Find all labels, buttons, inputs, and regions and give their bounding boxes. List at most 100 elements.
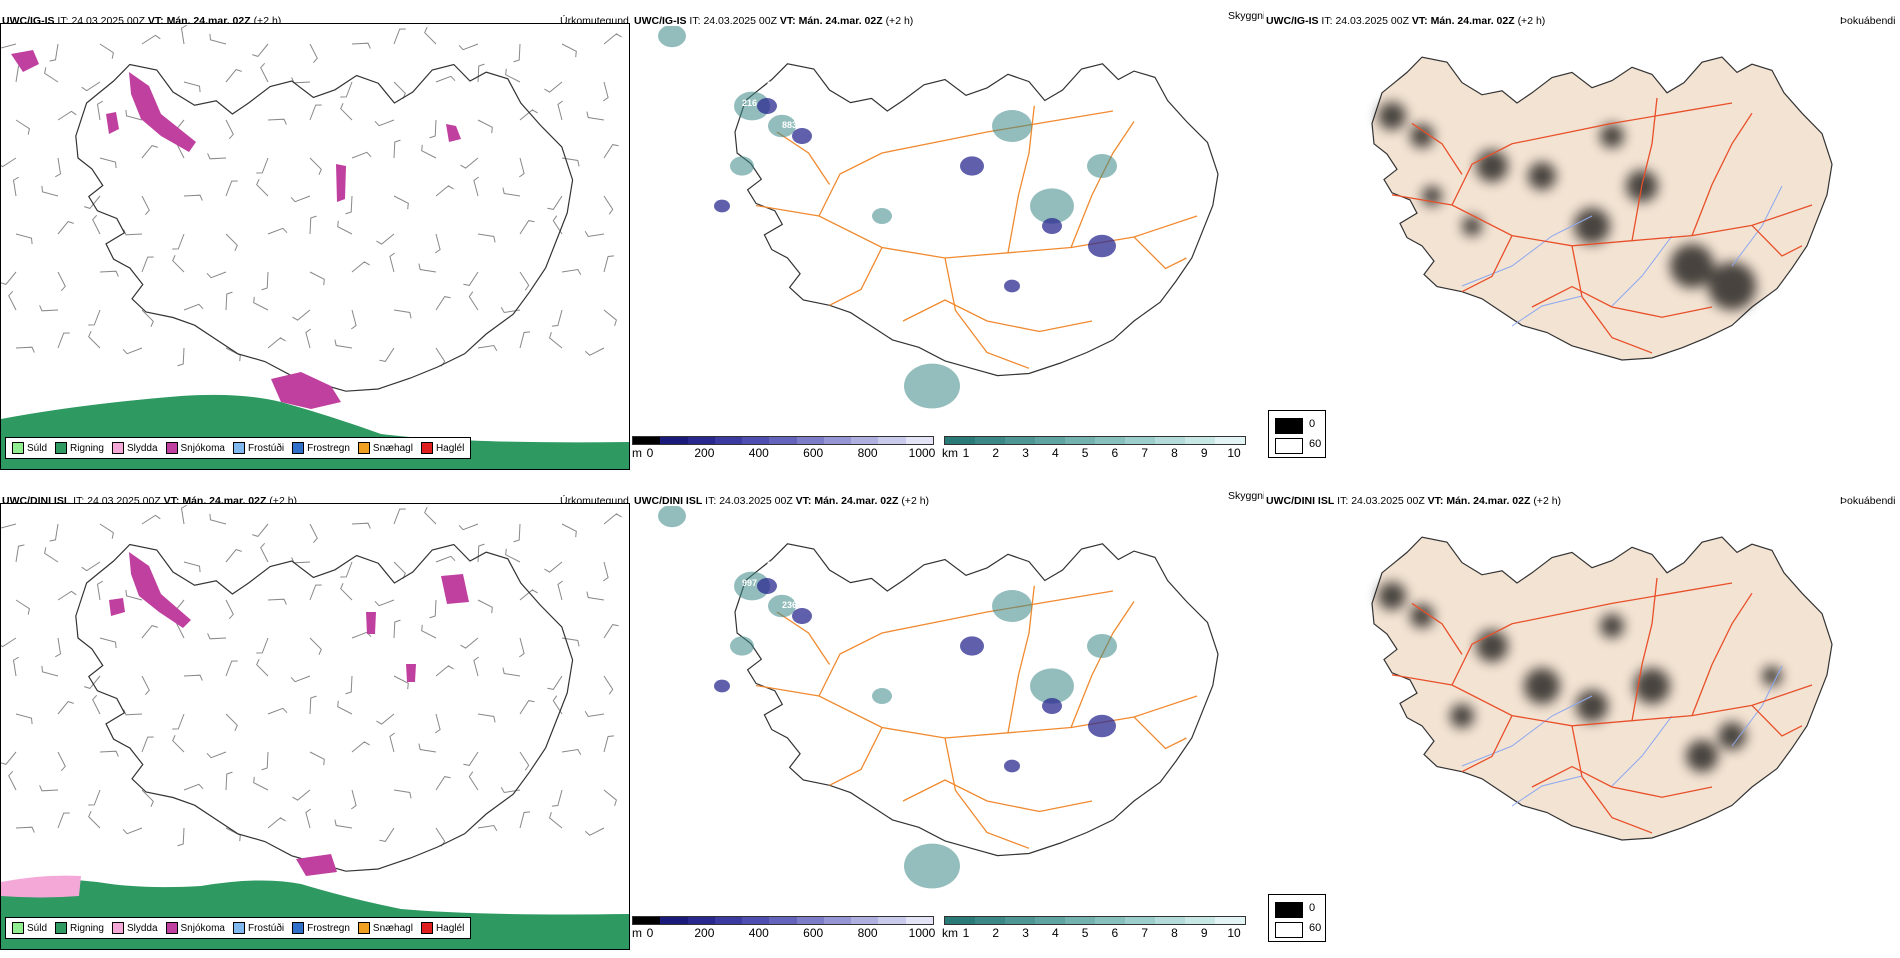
colorbar-cell-0 [633,437,661,444]
field-blob [1004,279,1020,293]
colorbar-cell-5 [769,437,797,444]
cloudbase-labels: 235 216 883 995 264 11 104 126 134 112 [742,80,1117,283]
road-segment [1751,704,1803,737]
precip-type-legend: Súld Rigning Slydda Snjókoma Frostúði Frostre… [5,437,472,459]
precip-type-panel: UWC/IG-IS IT: 24.03.2025 00Z VT: Mán. 24… [0,8,632,478]
iceland-coastline [75,63,574,392]
it-label: IT: [1321,15,1333,27]
it-label: IT: [705,495,717,507]
legend-item-6: Snæhagl [357,922,413,934]
road-segment [1531,765,1713,798]
field-blob [992,110,1032,142]
visibility-panel: UWC/DINI ISL IT: 24.03.2025 00Z VT: Mán.… [632,488,1264,958]
road-segment [818,590,1114,697]
colorbar-cell-4 [1065,917,1095,924]
field-blob [1087,154,1117,178]
colorbar-tick: 1000 [908,926,936,940]
field-blob [1030,668,1074,704]
low-cloud-areas [714,578,1116,773]
colorbar-tick: 1 [962,446,970,460]
it-value: 24.03.2025 00Z [719,495,793,507]
legend-label: Slydda [126,922,158,934]
colorbar-tick: 600 [803,446,824,460]
iceland-coastline [734,63,1219,377]
road-segment [1571,245,1653,354]
legend-swatch [292,442,305,454]
map-frame: Súld Rigning Slydda Snjókoma Frostúði Frostre… [0,503,630,950]
river-network [1461,665,1783,807]
vt-value: Mán. 24.mar. 02Z [798,15,883,27]
colorbar-tick: 4 [1051,446,1059,460]
fog-blob [1476,630,1508,662]
legend-swatch [12,442,24,454]
colorbar-cell-7 [1155,437,1185,444]
legend-swatch [232,442,245,454]
model-name: UWC/IG-IS [1266,15,1319,27]
colorbar-cell-3 [1035,437,1065,444]
fog-blob [1762,666,1782,686]
low-cloud-areas [714,98,1116,293]
vt-label: VT: [1411,15,1428,27]
panel-header: UWC/DINI ISL IT: 24.03.2025 00Z VT: Mán.… [1266,495,1561,507]
field-blob [792,128,812,144]
vt-label: VT: [795,495,812,507]
fog-blob [1634,668,1670,704]
legend-swatch [165,442,178,454]
cloudbase-label: 216 [742,98,757,108]
colorbar-tick: 9 [1200,446,1208,460]
colorbar-tick: 400 [748,446,769,460]
visibility-unit: km [942,926,958,940]
fog-panel: UWC/IG-IS IT: 24.03.2025 00Z VT: Mán. 24… [1264,8,1900,478]
road-segment [1451,582,1733,686]
vt-label: VT: [1427,495,1444,507]
fog-legend-swatch-0 [1275,418,1303,434]
low-visibility-areas [658,26,1117,409]
cloudbase-label: 112 [1102,263,1117,273]
road-network [1391,577,1813,834]
road-segment [1691,592,1753,716]
panel-header: UWC/DINI ISL IT: 24.03.2025 00Z VT: Mán.… [634,495,929,507]
river-segment [1731,665,1783,747]
colorbar-cell-7 [823,917,852,924]
precip-type-panel: UWC/DINI ISL IT: 24.03.2025 00Z VT: Mán.… [0,488,632,958]
legend-item-5: Frostregn [292,922,350,934]
road-segment [1391,194,1813,247]
colorbar-cell-10 [905,437,933,444]
cloudbase-label: 96 [1082,753,1092,763]
road-segment [1133,236,1187,270]
colorbar-tick: 200 [694,446,715,460]
fog-blob [1600,614,1624,638]
field-blob [872,688,892,704]
road-segment [944,737,1030,849]
colorbar-cell-7 [823,437,852,444]
iceland-coastline [734,543,1219,857]
model-name: UWC/IG-IS [634,15,687,27]
colorbar-tick: 3 [1022,446,1029,460]
colorbar-cell-6 [796,917,824,924]
road-segment [1461,235,1513,293]
panel-title: Skyggni [1228,10,1264,22]
colorbar-cell-8 [851,437,879,444]
colorbar-tick: 6 [1111,446,1119,460]
road-network [755,105,1198,369]
colorbar-tick: 5 [1081,446,1089,460]
visibility-panel: UWC/IG-IS IT: 24.03.2025 00Z VT: Mán. 24… [632,8,1264,478]
cloudbase-label: 882 [832,590,847,600]
vt-label: VT: [779,15,796,27]
wind-barbs [1,504,622,847]
fog-blob [1378,582,1406,610]
fog-legend-swatch-60 [1275,922,1303,938]
lead-time: (+2 h) [885,15,914,27]
it-label: IT: [73,495,85,507]
river-network [1461,185,1783,327]
colorbar-tick: 7 [1141,446,1148,460]
colorbar-cell-10 [905,917,933,924]
fog-blob [1462,216,1482,236]
colorbar-cell-2 [687,437,715,444]
cloudbase-label: 180 [1052,768,1067,778]
iceland-visibility-map: 235 216 883 995 264 11 104 126 134 112 [658,26,1219,409]
legend-label: Frostúði [247,442,285,454]
colorbar-cell-8 [1185,437,1215,444]
fog-panel: UWC/DINI ISL IT: 24.03.2025 00Z VT: Mán.… [1264,488,1900,958]
road-segment [1411,602,1463,655]
